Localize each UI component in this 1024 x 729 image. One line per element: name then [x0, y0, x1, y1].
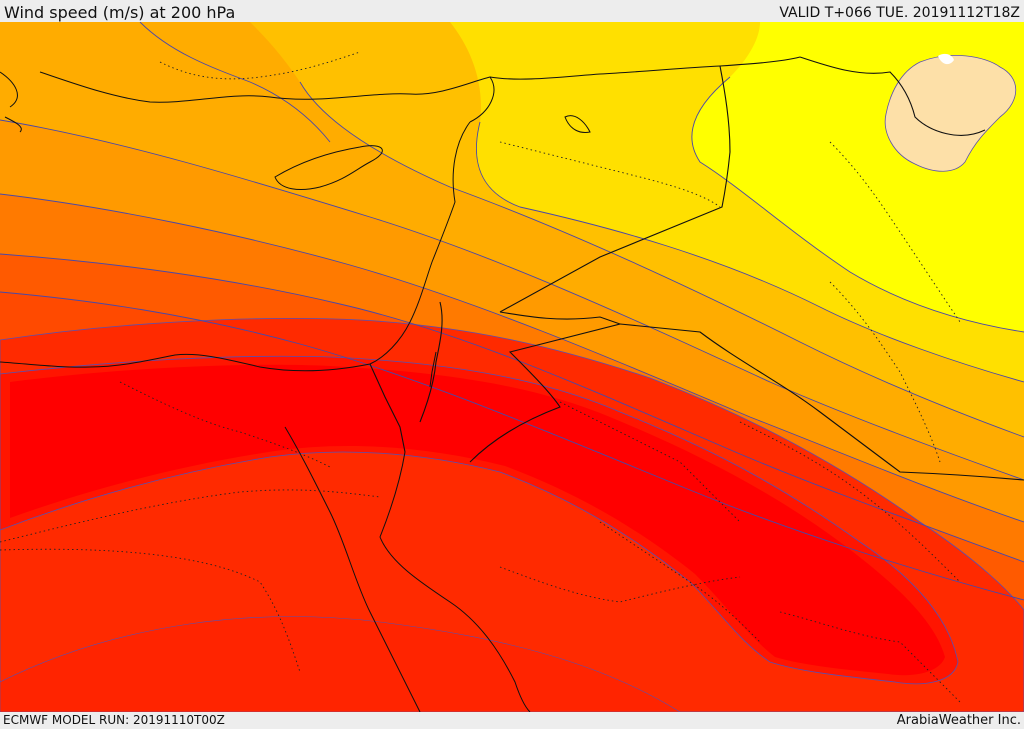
border-iraq-saudi [619, 323, 1024, 481]
band-south-lower [0, 616, 681, 712]
contour-4 [0, 291, 1024, 601]
admin-1 [0, 489, 381, 543]
coast-red-sea-east [379, 451, 531, 712]
border-jordan-saudi [469, 311, 622, 463]
contour-8 [139, 22, 331, 143]
contour-2 [0, 193, 1024, 523]
band-strong-core [10, 364, 945, 676]
coast-red-sea-west [284, 426, 421, 712]
contour-7 [691, 76, 1024, 333]
admin-4 [739, 421, 961, 583]
contour-5 [299, 81, 1024, 438]
coast-egypt-north [0, 353, 371, 372]
coast-dead-sea [429, 351, 437, 388]
country-borders [369, 56, 1024, 481]
valid-time: VALID T+066 TUE. 20191112T18Z [779, 5, 1020, 21]
credit: ArabiaWeather Inc. [896, 713, 1021, 728]
coast-levant [369, 121, 471, 365]
map-title: Wind speed (m/s) at 200 hPa [4, 3, 236, 22]
footer-bar: ECMWF MODEL RUN: 20191110T00Z ArabiaWeat… [0, 712, 1024, 729]
admin-2 [0, 548, 301, 673]
admin-9 [829, 141, 961, 323]
wind-bands [0, 22, 1024, 712]
isotach-contours [0, 22, 1024, 601]
border-egypt-israel [369, 363, 406, 453]
map-canvas [0, 22, 1024, 712]
contour-3 [0, 253, 1024, 563]
admin-5 [119, 381, 331, 468]
border-syria-iraq [499, 65, 731, 313]
border-turkey-syria [489, 56, 801, 80]
band-calm-spot [938, 53, 954, 65]
coast-cyprus [274, 145, 383, 190]
coastlines [0, 71, 591, 712]
header-bar: Wind speed (m/s) at 200 hPa VALID T+066 … [0, 0, 1024, 22]
coast-aegean [0, 71, 22, 133]
admin-8 [499, 141, 721, 208]
border-israel-jordan [419, 301, 443, 423]
model-run: ECMWF MODEL RUN: 20191110T00Z [3, 713, 225, 727]
lake-assad [564, 115, 591, 133]
jet-core [0, 318, 1024, 712]
contour-1 [0, 119, 1024, 481]
border-iran [799, 56, 986, 136]
contour-6 [476, 121, 1024, 383]
coast-turkey [39, 71, 495, 123]
wind-speed-map[interactable] [0, 22, 1024, 712]
admin-borders [0, 51, 961, 703]
admin-7 [779, 611, 961, 703]
admin-11 [599, 521, 761, 643]
band-weak-pocket [884, 55, 1017, 172]
admin-6 [559, 401, 741, 523]
admin-12 [159, 51, 361, 80]
